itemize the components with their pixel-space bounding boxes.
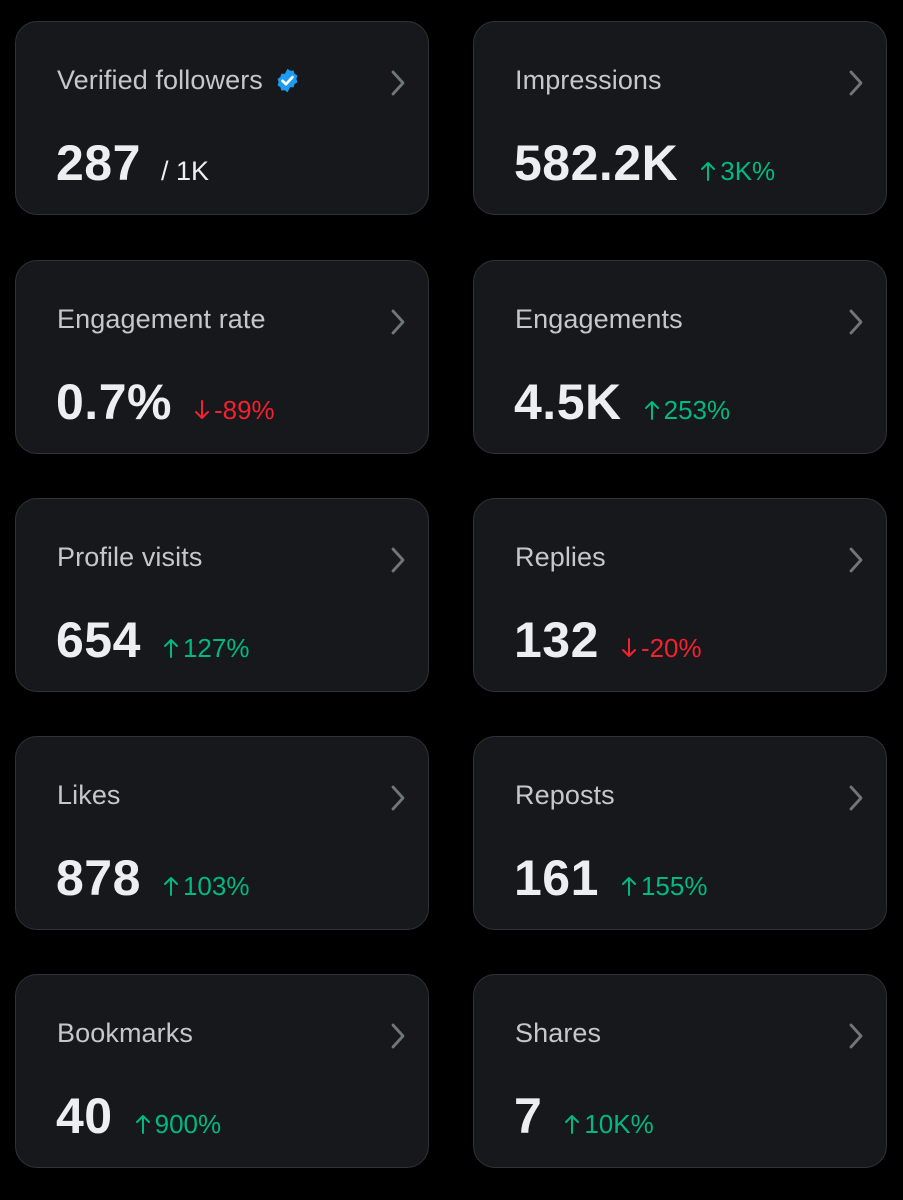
chevron-right-icon [849,547,863,573]
card-value: 654 [56,612,141,668]
card-label: Bookmarks [57,1018,193,1048]
card-label-wrapper: Verified followers [57,65,301,96]
chevron-right-icon [391,785,405,811]
card-value: 582.2K [514,135,679,191]
card-value-row: 7 10K% [514,1087,654,1145]
card-change-value: 900% [154,1109,222,1139]
card-label: Engagements [515,304,683,334]
card-change: -89% [194,395,275,426]
card-change: 253% [644,395,731,426]
arrow-up-icon [644,401,659,420]
card-change: 900% [135,1109,222,1140]
card-value-row: 132 -20% [514,611,702,669]
card-change: 10K% [564,1109,654,1140]
verified-followers-card[interactable]: Verified followers 287 / 1K [15,21,429,215]
card-value-row: 4.5K 253% [514,373,730,431]
card-value: 132 [514,612,599,668]
chevron-right-icon [391,1023,405,1049]
card-change: 3K% [700,156,775,187]
chevron-right-icon [391,309,405,335]
arrow-up-icon [621,877,636,896]
arrow-down-icon [621,638,636,657]
card-value-row: 654 127% [56,611,249,669]
card-value-row: 40 900% [56,1087,221,1145]
card-value-row: 582.2K 3K% [514,134,775,192]
card-value-row: 161 155% [514,849,707,907]
chevron-right-icon [849,1023,863,1049]
arrow-up-icon [135,1115,150,1134]
card-suffix: / 1K [160,156,209,186]
card-change-value: 253% [663,395,731,425]
card-change-value: -89% [213,395,275,425]
card-label: Likes [57,780,121,810]
chevron-right-icon [391,547,405,573]
card-value: 4.5K [514,374,622,430]
arrow-down-icon [194,400,209,419]
card-change-value: 127% [182,633,250,663]
card-label: Shares [515,1018,602,1048]
card-value-row: 878 103% [56,849,249,907]
card-change: 155% [621,871,708,902]
arrow-up-icon [163,877,178,896]
card-value: 161 [514,850,599,906]
card-change-value: 155% [640,871,708,901]
card-label: Reposts [515,780,615,810]
card-change: 127% [163,633,250,664]
card-change-value: -20% [640,633,702,663]
shares-card[interactable]: Shares 7 10K% [473,974,887,1168]
impressions-card[interactable]: Impressions 582.2K 3K% [473,21,887,215]
card-label: Impressions [515,65,662,95]
card-change: -20% [621,633,702,664]
engagement-rate-card[interactable]: Engagement rate 0.7% -89% [15,260,429,454]
card-label: Replies [515,542,606,572]
card-change-value: 3K% [720,156,776,186]
engagements-card[interactable]: Engagements 4.5K 253% [473,260,887,454]
verified-badge-icon [277,68,298,93]
replies-card[interactable]: Replies 132 -20% [473,498,887,692]
chevron-right-icon [849,70,863,96]
card-value-row: 287 / 1K [56,134,209,192]
card-value: 0.7% [56,374,172,430]
arrow-up-icon [565,1115,580,1134]
chevron-right-icon [849,309,863,335]
reposts-card[interactable]: Reposts 161 155% [473,736,887,930]
card-label: Engagement rate [57,304,266,334]
card-value: 287 [56,135,141,191]
card-change-value: 103% [182,871,250,901]
card-value-row: 0.7% -89% [56,373,275,431]
card-value: 40 [56,1088,113,1144]
card-change-value: 10K% [584,1109,654,1139]
profile-visits-card[interactable]: Profile visits 654 127% [15,498,429,692]
card-label: Profile visits [57,542,203,572]
card-change: 103% [163,871,250,902]
arrow-up-icon [701,162,716,181]
chevron-right-icon [391,70,405,96]
bookmarks-card[interactable]: Bookmarks 40 900% [15,974,429,1168]
card-label: Verified followers [57,65,263,95]
card-value: 878 [56,850,141,906]
card-value: 7 [514,1088,543,1144]
likes-card[interactable]: Likes 878 103% [15,736,429,930]
arrow-up-icon [163,639,178,658]
chevron-right-icon [849,785,863,811]
